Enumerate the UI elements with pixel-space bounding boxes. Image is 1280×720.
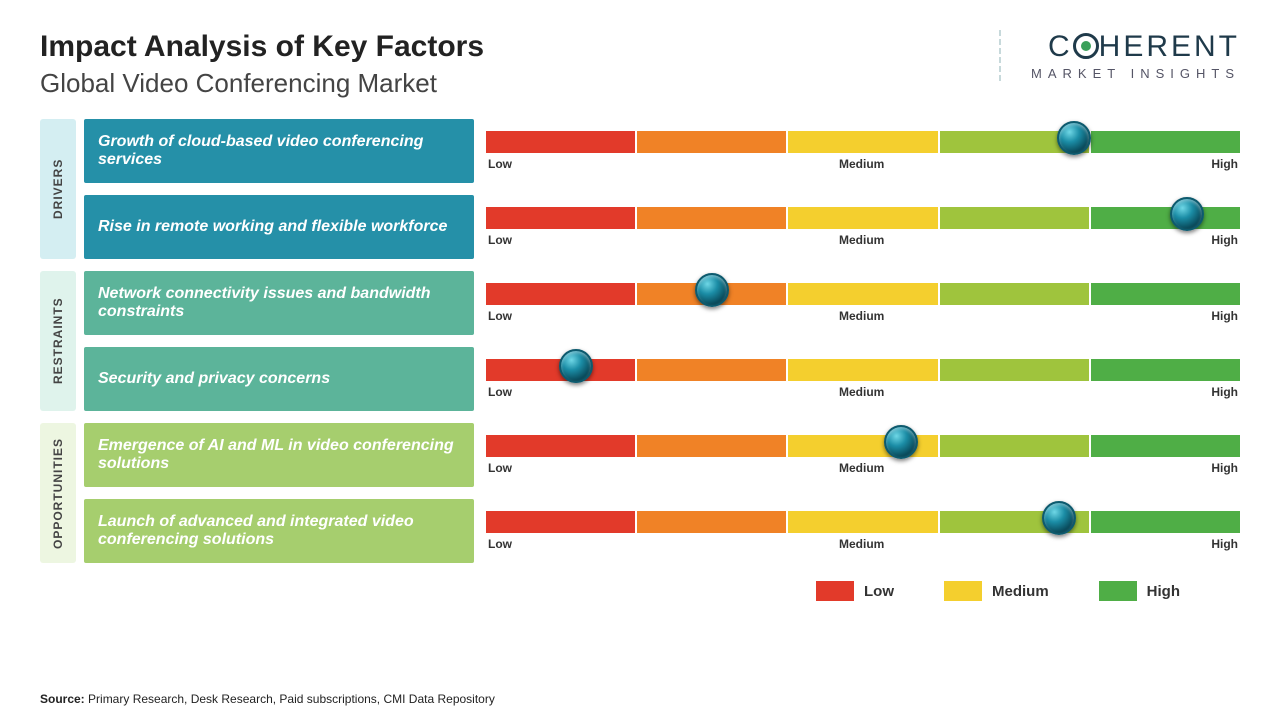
impact-bar — [486, 435, 1240, 457]
legend-label: Low — [864, 583, 894, 600]
legend-swatch — [944, 581, 982, 601]
bar-axis-labels: LowMediumHigh — [486, 537, 1240, 551]
impact-slider: LowMediumHigh — [486, 271, 1240, 335]
source-prefix: Source: — [40, 692, 85, 706]
legend-item: Medium — [944, 581, 1049, 601]
impact-marker-icon — [695, 273, 729, 307]
impact-slider: LowMediumHigh — [486, 195, 1240, 259]
bar-segment — [486, 283, 635, 305]
legend-swatch — [1099, 581, 1137, 601]
impact-bar — [486, 511, 1240, 533]
bar-axis-labels: LowMediumHigh — [486, 461, 1240, 475]
bar-segment — [637, 207, 786, 229]
source-footer: Source: Primary Research, Desk Research,… — [40, 692, 495, 706]
bar-segment — [486, 435, 635, 457]
factor-row: Network connectivity issues and bandwidt… — [84, 271, 1240, 335]
impact-marker-icon — [1057, 121, 1091, 155]
legend-item: Low — [816, 581, 894, 601]
bar-segment — [940, 359, 1089, 381]
source-text: Primary Research, Desk Research, Paid su… — [85, 692, 495, 706]
impact-bar — [486, 359, 1240, 381]
factor-label: Launch of advanced and integrated video … — [84, 499, 474, 563]
logo-text: CHERENT — [1031, 30, 1240, 64]
factor-row: Growth of cloud-based video conferencing… — [84, 119, 1240, 183]
bar-segment — [788, 359, 937, 381]
category-label: DRIVERS — [40, 119, 76, 259]
page-subtitle: Global Video Conferencing Market — [40, 68, 484, 99]
bar-segment — [788, 207, 937, 229]
logo-o-icon — [1073, 33, 1099, 59]
bar-segment — [788, 131, 937, 153]
bar-segment — [486, 207, 635, 229]
impact-marker-icon — [884, 425, 918, 459]
factor-label: Rise in remote working and flexible work… — [84, 195, 474, 259]
bar-axis-labels: LowMediumHigh — [486, 157, 1240, 171]
bar-segment — [1091, 283, 1240, 305]
impact-marker-icon — [1170, 197, 1204, 231]
legend: Low Medium High — [40, 581, 1240, 601]
bar-segment — [1091, 511, 1240, 533]
legend-swatch — [816, 581, 854, 601]
factor-label: Emergence of AI and ML in video conferen… — [84, 423, 474, 487]
bar-segment — [788, 511, 937, 533]
impact-marker-icon — [1042, 501, 1076, 535]
bar-segment — [1091, 435, 1240, 457]
impact-bar — [486, 131, 1240, 153]
factor-row: Launch of advanced and integrated video … — [84, 499, 1240, 563]
factor-label: Security and privacy concerns — [84, 347, 474, 411]
bar-axis-labels: LowMediumHigh — [486, 385, 1240, 399]
impact-slider: LowMediumHigh — [486, 119, 1240, 183]
category-group: Emergence of AI and ML in video conferen… — [84, 423, 1240, 563]
impact-grid: DRIVERS RESTRAINTS OPPORTUNITIES Growth of… — [40, 119, 1240, 563]
impact-slider: LowMediumHigh — [486, 347, 1240, 411]
impact-bar — [486, 207, 1240, 229]
factor-row: Security and privacy concerns LowMediumHi… — [84, 347, 1240, 411]
legend-label: Medium — [992, 583, 1049, 600]
brand-logo: CHERENT MARKET INSIGHTS — [999, 30, 1240, 81]
bar-segment — [940, 283, 1089, 305]
bar-segment — [637, 435, 786, 457]
page-title: Impact Analysis of Key Factors — [40, 30, 484, 64]
header: Impact Analysis of Key Factors Global Vi… — [40, 30, 1240, 99]
bar-segment — [486, 131, 635, 153]
bar-segment — [940, 207, 1089, 229]
impact-bar — [486, 283, 1240, 305]
bar-axis-labels: LowMediumHigh — [486, 309, 1240, 323]
bar-segment — [1091, 359, 1240, 381]
bar-segment — [637, 131, 786, 153]
bar-segment — [637, 359, 786, 381]
impact-slider: LowMediumHigh — [486, 499, 1240, 563]
bar-segment — [940, 435, 1089, 457]
bar-segment — [1091, 207, 1240, 229]
title-block: Impact Analysis of Key Factors Global Vi… — [40, 30, 484, 99]
category-group: Growth of cloud-based video conferencing… — [84, 119, 1240, 259]
category-group: Network connectivity issues and bandwidt… — [84, 271, 1240, 411]
factor-row: Rise in remote working and flexible work… — [84, 195, 1240, 259]
bar-segment — [788, 283, 937, 305]
impact-marker-icon — [559, 349, 593, 383]
factor-label: Growth of cloud-based video conferencing… — [84, 119, 474, 183]
bar-segment — [637, 511, 786, 533]
bar-axis-labels: LowMediumHigh — [486, 233, 1240, 247]
impact-slider: LowMediumHigh — [486, 423, 1240, 487]
legend-item: High — [1099, 581, 1180, 601]
bar-segment — [486, 511, 635, 533]
category-label: OPPORTUNITIES — [40, 423, 76, 563]
category-label: RESTRAINTS — [40, 271, 76, 411]
bar-segment — [1091, 131, 1240, 153]
factor-row: Emergence of AI and ML in video conferen… — [84, 423, 1240, 487]
logo-subtext: MARKET INSIGHTS — [1031, 66, 1240, 81]
legend-label: High — [1147, 583, 1180, 600]
factor-label: Network connectivity issues and bandwidt… — [84, 271, 474, 335]
